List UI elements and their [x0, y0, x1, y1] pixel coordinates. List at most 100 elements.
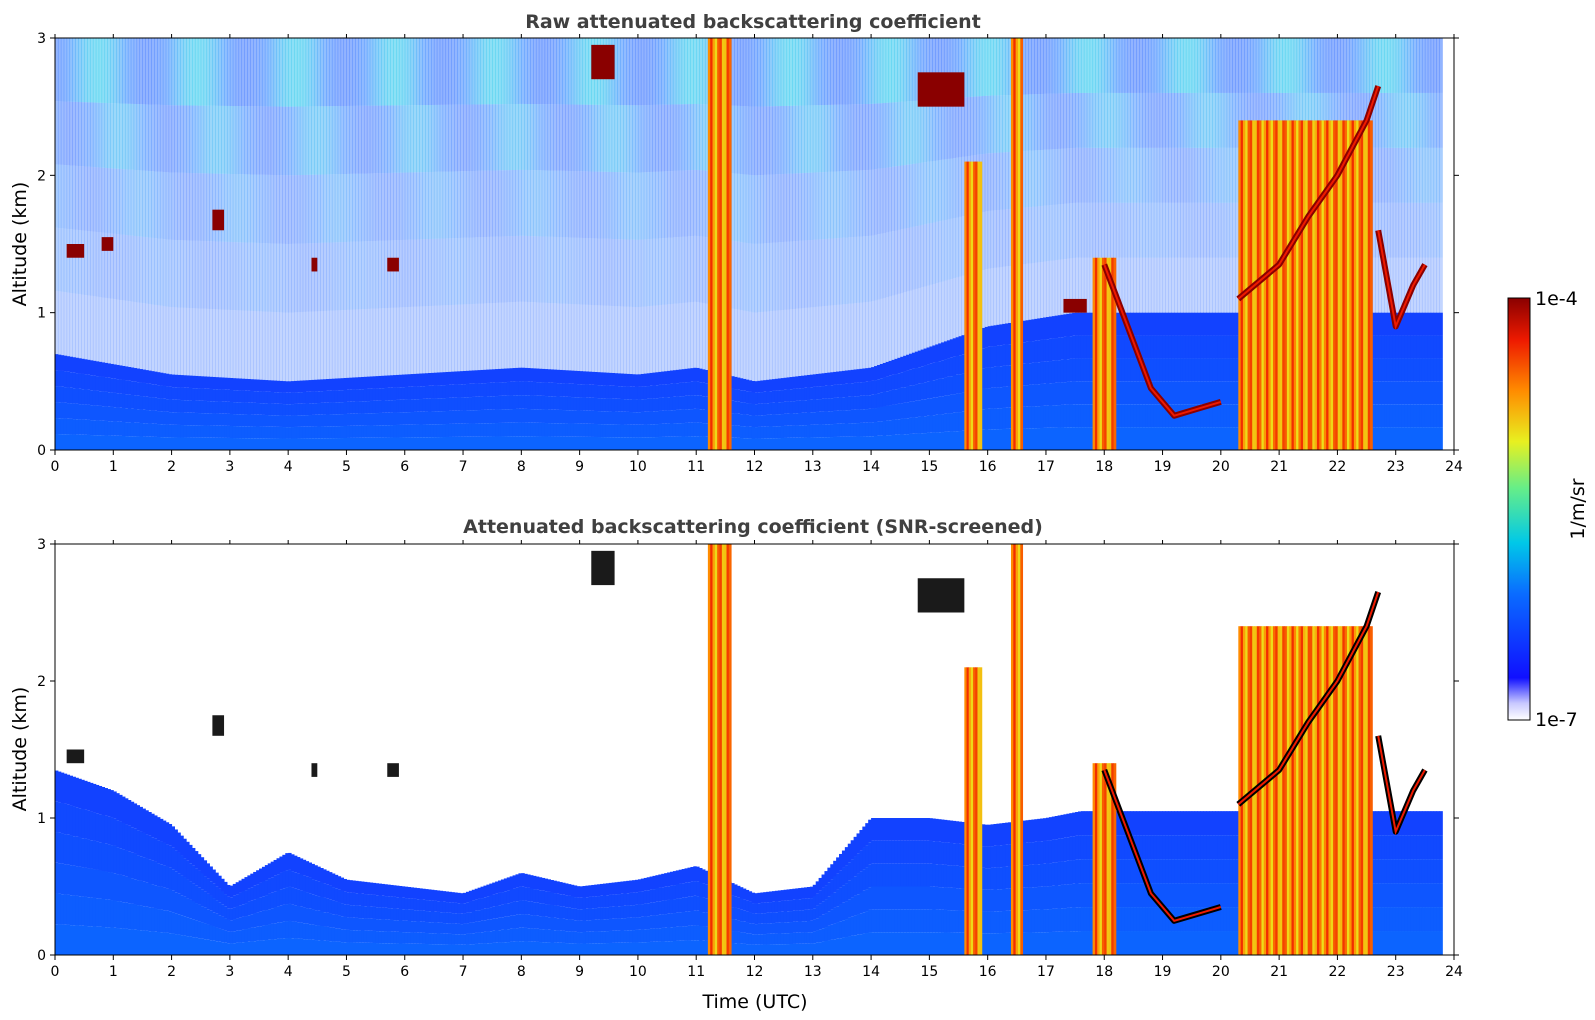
aerosol-cell: [897, 373, 901, 389]
noise-cell: [387, 240, 391, 308]
noise-cell: [981, 95, 986, 154]
aerosol-cell: [643, 437, 648, 450]
noise-cell: [693, 38, 697, 104]
aerosol-cell: [311, 438, 315, 450]
aerosol-cell: [288, 415, 292, 428]
aerosol-cell: [1209, 381, 1213, 405]
aerosol-cell: [1115, 427, 1120, 450]
noise-cell: [1098, 202, 1102, 258]
noise-cell: [1147, 38, 1152, 93]
noise-cell: [1031, 38, 1035, 95]
aerosol-cell: [296, 392, 301, 404]
aerosol-cell: [579, 410, 584, 424]
aerosol-cell: [189, 387, 193, 401]
noise-cell: [809, 38, 814, 106]
noise-cell: [1177, 147, 1181, 203]
noise-cell: [771, 174, 776, 243]
aerosol-cell: [637, 386, 642, 400]
aerosol-cell: [480, 423, 484, 437]
aerosol-cell: [661, 423, 665, 437]
aerosol-cell: [1217, 312, 1222, 336]
noise-cell: [885, 38, 890, 103]
aerosol-cell: [704, 370, 709, 384]
noise-cell: [148, 304, 152, 371]
aerosol-cell: [815, 386, 820, 400]
noise-cell: [1182, 92, 1187, 148]
noise-cell: [792, 241, 796, 309]
aerosol-cell: [742, 378, 747, 391]
noise-cell: [690, 236, 694, 303]
noise-cell: [1252, 92, 1257, 148]
noise-cell: [483, 104, 487, 171]
aerosol-cell: [279, 426, 283, 439]
aerosol-cell: [946, 413, 951, 432]
noise-cell: [833, 305, 837, 372]
aerosol-cell: [1212, 312, 1216, 336]
noise-cell: [1025, 207, 1029, 264]
noise-cell: [398, 240, 403, 308]
aerosol-cell: [801, 388, 805, 401]
aerosol-cell: [532, 395, 537, 410]
noise-cell: [789, 38, 793, 106]
noise-cell: [541, 170, 546, 237]
noise-cell: [396, 240, 400, 308]
aerosol-cell: [882, 377, 887, 392]
aerosol-cell: [241, 390, 245, 403]
noise-cell: [1153, 202, 1158, 258]
aerosol-cell: [273, 403, 277, 416]
aerosol-cell: [690, 381, 694, 396]
noise-cell: [1343, 92, 1347, 148]
aerosol-cell: [1043, 405, 1047, 428]
aerosol-cell: [247, 414, 251, 427]
aerosol-cell: [1031, 319, 1035, 342]
aerosol-cell: [570, 436, 575, 450]
aerosol-cell: [413, 373, 417, 387]
noise-cell: [66, 165, 71, 229]
aerosol-cell: [425, 437, 429, 450]
aerosol-cell: [346, 413, 350, 426]
noise-cell: [1308, 92, 1312, 148]
aerosol-cell: [410, 399, 414, 413]
aerosol-cell: [1235, 312, 1239, 336]
noise-cell: [1258, 38, 1263, 93]
noise-cell: [157, 305, 161, 373]
aerosol-cell: [259, 403, 263, 415]
aerosol-cell: [527, 409, 531, 423]
aerosol-cell: [168, 412, 173, 425]
aerosol-cell: [326, 438, 330, 450]
aerosol-cell: [914, 433, 919, 450]
noise-cell: [343, 309, 347, 378]
aerosol-cell: [771, 390, 776, 403]
aerosol-cell: [626, 386, 630, 400]
aerosol-cell: [206, 425, 210, 438]
noise-cell: [180, 172, 184, 241]
aerosol-cell: [168, 386, 173, 400]
noise-cell: [1086, 147, 1091, 203]
aerosol-cell: [1089, 427, 1094, 450]
aerosol-cell: [1115, 381, 1120, 405]
aerosol-cell: [999, 366, 1003, 388]
aerosol-cell: [600, 398, 604, 412]
noise-cell: [535, 38, 540, 105]
aerosol-cell: [547, 369, 551, 383]
noise-cell: [457, 38, 461, 105]
aerosol-cell: [1153, 427, 1158, 450]
aerosol-cell: [72, 403, 76, 420]
noise-cell: [687, 170, 691, 237]
noise-cell: [894, 230, 898, 295]
aerosol-cell: [1162, 358, 1166, 382]
noise-cell: [1072, 38, 1076, 93]
aerosol-cell: [323, 390, 327, 403]
noise-cell: [786, 173, 790, 242]
noise-cell: [865, 302, 869, 369]
noise-cell: [608, 238, 613, 306]
aerosol-cell: [358, 401, 362, 414]
noise-cell: [122, 38, 126, 104]
aerosol-cell: [958, 336, 962, 356]
noise-cell: [961, 156, 965, 217]
aerosol-cell: [556, 436, 560, 450]
noise-cell: [952, 278, 957, 339]
aerosol-cell: [1057, 337, 1062, 361]
aerosol-cell: [203, 437, 208, 450]
noise-cell: [559, 104, 563, 171]
